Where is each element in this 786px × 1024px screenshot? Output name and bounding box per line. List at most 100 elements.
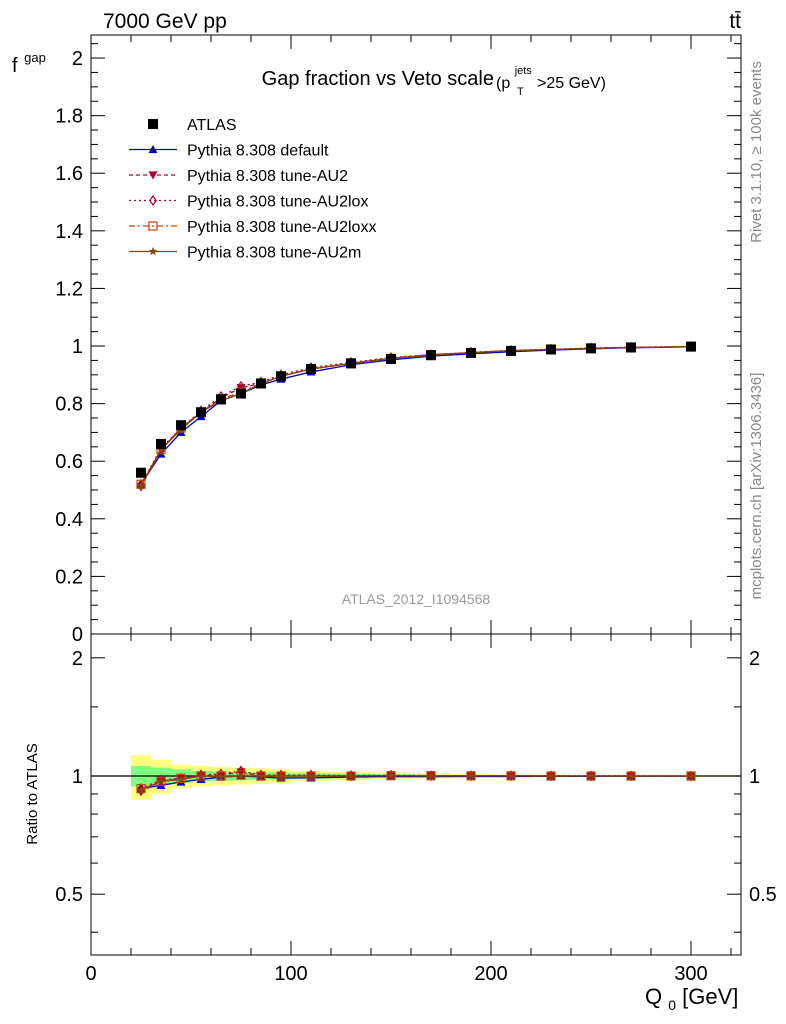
main-y-ticks: 0 0.2 0.4 0.6 0.8 1 1.2 1.4 1.6 1.8 2 bbox=[55, 43, 741, 646]
process-label: tt̄ bbox=[729, 10, 741, 33]
legend-label-4: Pythia 8.308 tune-AU2loxx bbox=[187, 219, 376, 236]
atlas-data-point bbox=[196, 407, 206, 418]
atlas-data-point bbox=[346, 358, 356, 369]
legend-marker-2 bbox=[148, 171, 158, 180]
series-2-ratio-point bbox=[157, 774, 165, 786]
series-4-ratio-point bbox=[216, 772, 226, 781]
series-4-ratio-point bbox=[626, 771, 636, 780]
legend: ATLAS Pythia 8.308 default Pythia 8.308 tu… bbox=[129, 117, 376, 262]
series-4-ratio-point bbox=[466, 771, 476, 780]
series-3-line bbox=[140, 345, 692, 485]
main-series bbox=[136, 341, 696, 492]
energy-label: 7000 GeV pp bbox=[103, 10, 227, 33]
ratio-series bbox=[136, 765, 696, 797]
mcplots-label: mcplots.cern.ch [arXiv:1306.3436] bbox=[748, 373, 765, 600]
x-axis-label: Q 0 [GeV] bbox=[645, 984, 738, 1015]
x-tick-label: 100 bbox=[274, 963, 307, 985]
y-tick-label: 0.8 bbox=[55, 394, 83, 416]
y-tick-label: 1 bbox=[72, 766, 83, 788]
y-tick-label: 0.6 bbox=[55, 451, 83, 473]
y-tick-label: 1.8 bbox=[55, 106, 83, 128]
series-3-ratio-point bbox=[236, 770, 246, 780]
rivet-version-label: Rivet 3.1.10, ≥ 100k events bbox=[748, 61, 765, 243]
y-tick-label: 1.2 bbox=[55, 278, 83, 300]
ratio-panel-frame bbox=[90, 633, 742, 956]
series-3-point bbox=[136, 479, 146, 489]
series-0-line bbox=[140, 346, 692, 485]
y-tick-label: 0.4 bbox=[55, 509, 83, 531]
atlas-data-point bbox=[306, 364, 316, 375]
main-title: Gap fraction vs Veto scale bbox=[262, 68, 494, 90]
x-axis-label-main: Q bbox=[645, 984, 662, 1009]
legend-label-1: Pythia 8.308 default bbox=[187, 143, 329, 160]
series-4-ratio-point bbox=[546, 771, 556, 780]
y-tick-label-right: 1 bbox=[749, 766, 760, 788]
ratio-y-axis-label: Ratio to ATLAS bbox=[24, 743, 41, 844]
y-axis-label: f gap bbox=[12, 50, 46, 77]
x-tick-label: 200 bbox=[474, 963, 507, 985]
series-1-line bbox=[140, 345, 692, 488]
series-4-ratio-point bbox=[686, 771, 696, 780]
series-4-point bbox=[136, 481, 146, 490]
series-4-ratio-point bbox=[586, 771, 596, 780]
atlas-data-point bbox=[386, 353, 396, 364]
series-3-ratio-point bbox=[216, 771, 226, 781]
atlas-data-point bbox=[506, 345, 516, 356]
atlas-data-point bbox=[156, 438, 166, 449]
atlas-data-point bbox=[276, 371, 286, 382]
legend-marker-1 bbox=[148, 145, 158, 154]
ratio-panel: 0.5 0.5 1 1 2 2 0 100 200 300 Ratio to ATLAS Q 0… bbox=[24, 633, 777, 1015]
atlas-data-point bbox=[686, 341, 696, 352]
series-4-ratio-point bbox=[306, 771, 316, 780]
main-panel: Gap fraction vs Veto scale (p jets T >25… bbox=[12, 34, 742, 646]
y-tick-label-right: 0.5 bbox=[749, 884, 777, 906]
y-tick-label: 0.2 bbox=[55, 566, 83, 588]
series-4-ratio-point bbox=[156, 776, 166, 785]
atlas-data-point bbox=[626, 342, 636, 353]
y-tick-label: 2 bbox=[72, 648, 83, 670]
cut-p: (p bbox=[496, 75, 510, 92]
series-4-ratio-point bbox=[506, 771, 516, 780]
series-4-ratio-point bbox=[176, 775, 186, 784]
legend-label-2: Pythia 8.308 tune-AU2 bbox=[187, 168, 348, 185]
series-2-ratio-point bbox=[197, 769, 205, 781]
series-4-point bbox=[156, 445, 166, 454]
atlas-data-point bbox=[586, 343, 596, 354]
series-4-ratio-point bbox=[276, 771, 286, 780]
series-4-ratio-point bbox=[386, 771, 396, 780]
cut-sub: T bbox=[517, 86, 524, 98]
legend-marker-3 bbox=[149, 194, 157, 207]
series-4-ratio-point bbox=[256, 771, 266, 780]
ratio-x-ticks: 0 100 200 300 bbox=[85, 634, 732, 985]
series-4-ratio-point bbox=[196, 771, 206, 780]
atlas-data-point bbox=[236, 388, 246, 399]
y-tick-label: 1 bbox=[72, 336, 83, 358]
series-4-ratio-point bbox=[236, 771, 246, 780]
analysis-watermark: ATLAS_2012_I1094568 bbox=[342, 591, 491, 607]
series-4-ratio-point bbox=[136, 785, 146, 794]
y-tick-label-right: 2 bbox=[749, 648, 760, 670]
atlas-data-point bbox=[176, 420, 186, 431]
main-title-cut: (p jets T >25 GeV) bbox=[496, 61, 606, 99]
y-tick-label: 2 bbox=[72, 48, 83, 70]
x-axis-label-sub: 0 bbox=[668, 997, 676, 1013]
legend-marker-4 bbox=[148, 221, 158, 231]
series-4-ratio-point bbox=[346, 771, 356, 780]
atlas-data-point bbox=[136, 467, 146, 478]
atlas-data-point bbox=[256, 378, 266, 389]
cut-sup: jets bbox=[514, 65, 533, 77]
legend-atlas-marker bbox=[148, 119, 158, 129]
atlas-data-point bbox=[216, 394, 226, 405]
legend-label-3: Pythia 8.308 tune-AU2lox bbox=[187, 194, 368, 211]
y-tick-label: 1.4 bbox=[55, 221, 83, 243]
y-tick-label: 0.5 bbox=[55, 884, 83, 906]
x-tick-label: 0 bbox=[85, 963, 96, 985]
series-4-line bbox=[140, 345, 692, 487]
y-axis-label-sub: gap bbox=[24, 50, 46, 65]
series-2-line bbox=[140, 345, 692, 485]
x-axis-label-unit: [GeV] bbox=[682, 984, 738, 1009]
series-4-ratio-point bbox=[426, 771, 436, 780]
ratio-y-ticks: 0.5 0.5 1 1 2 2 bbox=[55, 648, 777, 933]
x-tick-label: 300 bbox=[674, 963, 707, 985]
atlas-data-point bbox=[466, 347, 476, 358]
